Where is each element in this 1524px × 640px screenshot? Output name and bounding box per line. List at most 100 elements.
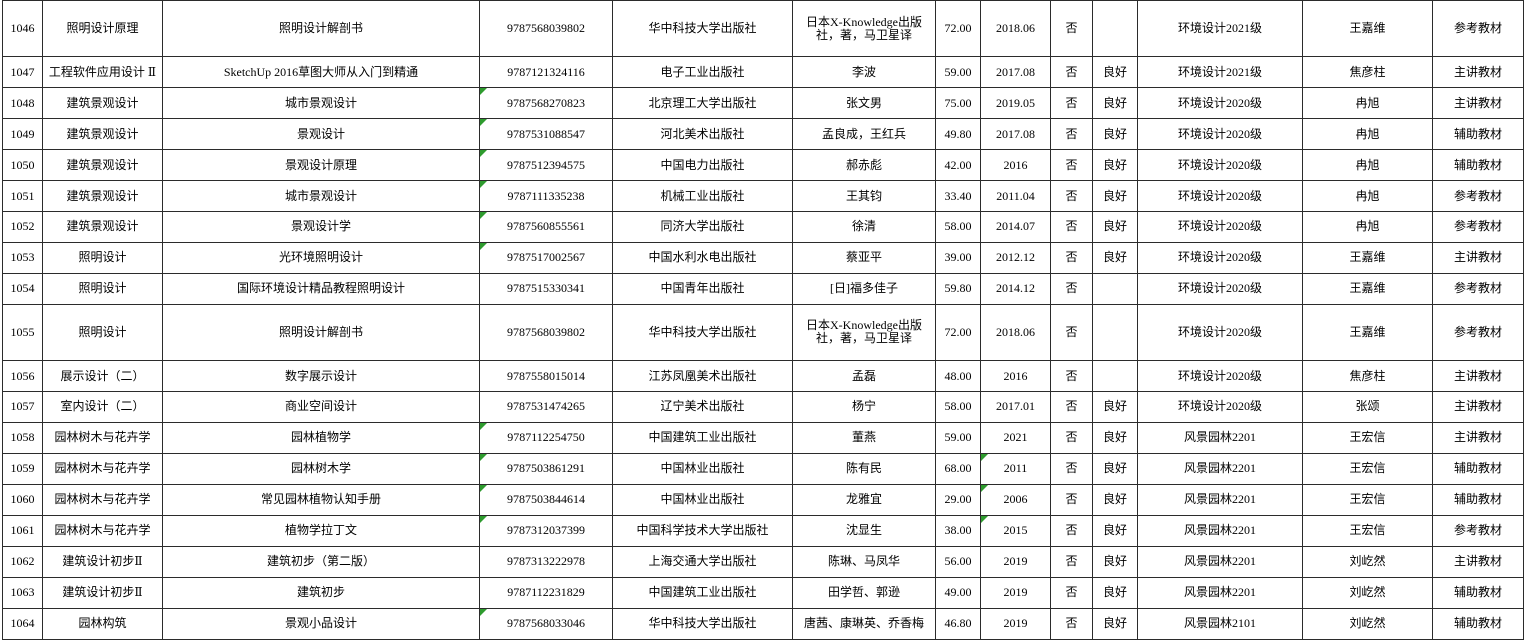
cell-id[interactable]: 1056 <box>2 360 43 392</box>
cell-condition[interactable]: 良好 <box>1092 56 1138 89</box>
cell-type[interactable]: 主讲教材 <box>1432 360 1524 392</box>
cell-type[interactable]: 辅助教材 <box>1432 576 1524 609</box>
cell-title[interactable]: 景观小品设计 <box>162 607 480 640</box>
cell-price[interactable]: 49.80 <box>935 118 981 151</box>
cell-title[interactable]: 常见园林植物认知手册 <box>162 483 480 516</box>
cell-date[interactable]: 2019 <box>980 576 1051 609</box>
cell-publisher[interactable]: 北京理工大学出版社 <box>612 87 793 120</box>
cell-date[interactable]: 2015 <box>980 514 1051 547</box>
cell-author[interactable]: 龙雅宜 <box>792 483 936 516</box>
cell-author[interactable]: 唐茜、康琳英、乔香梅 <box>792 607 936 640</box>
cell-course[interactable]: 建筑景观设计 <box>42 210 163 243</box>
cell-teacher[interactable]: 冉旭 <box>1302 118 1433 151</box>
cell-course[interactable]: 照明设计 <box>42 272 163 305</box>
cell-publisher[interactable]: 中国青年出版社 <box>612 272 793 305</box>
cell-grade[interactable]: 风景园林2201 <box>1137 514 1303 547</box>
cell-date[interactable]: 2014.07 <box>980 210 1051 243</box>
cell-publisher[interactable]: 中国电力出版社 <box>612 149 793 182</box>
cell-flag_no[interactable]: 否 <box>1050 210 1093 243</box>
cell-type[interactable]: 主讲教材 <box>1432 391 1524 423</box>
cell-publisher[interactable]: 同济大学出版社 <box>612 210 793 243</box>
cell-date[interactable]: 2012.12 <box>980 241 1051 274</box>
cell-grade[interactable]: 环境设计2020级 <box>1137 87 1303 120</box>
cell-date[interactable]: 2016 <box>980 149 1051 182</box>
cell-grade[interactable]: 环境设计2020级 <box>1137 210 1303 243</box>
cell-flag_no[interactable]: 否 <box>1050 483 1093 516</box>
cell-course[interactable]: 园林树木与花卉学 <box>42 421 163 454</box>
cell-course[interactable]: 建筑景观设计 <box>42 118 163 151</box>
cell-type[interactable]: 参考教材 <box>1432 514 1524 547</box>
cell-title[interactable]: 景观设计 <box>162 118 480 151</box>
cell-type[interactable]: 辅助教材 <box>1432 149 1524 182</box>
cell-author[interactable]: 张文男 <box>792 87 936 120</box>
cell-date[interactable]: 2017.01 <box>980 391 1051 423</box>
cell-id[interactable]: 1064 <box>2 607 43 640</box>
cell-title[interactable]: 数字展示设计 <box>162 360 480 392</box>
cell-price[interactable]: 33.40 <box>935 180 981 212</box>
cell-type[interactable]: 主讲教材 <box>1432 241 1524 274</box>
cell-course[interactable]: 室内设计（二） <box>42 391 163 423</box>
cell-teacher[interactable]: 王嘉维 <box>1302 272 1433 305</box>
cell-author[interactable]: 田学哲、郭逊 <box>792 576 936 609</box>
cell-course[interactable]: 园林构筑 <box>42 607 163 640</box>
cell-isbn[interactable]: 9787531474265 <box>479 391 613 423</box>
cell-isbn[interactable]: 9787558015014 <box>479 360 613 392</box>
cell-flag_no[interactable]: 否 <box>1050 118 1093 151</box>
cell-grade[interactable]: 环境设计2020级 <box>1137 180 1303 212</box>
cell-price[interactable]: 68.00 <box>935 452 981 485</box>
cell-id[interactable]: 1050 <box>2 149 43 182</box>
cell-price[interactable]: 29.00 <box>935 483 981 516</box>
cell-date[interactable]: 2017.08 <box>980 118 1051 151</box>
cell-isbn[interactable]: 9787560855561 <box>479 210 613 243</box>
cell-title[interactable]: 照明设计解剖书 <box>162 303 480 362</box>
cell-condition[interactable]: 良好 <box>1092 483 1138 516</box>
cell-course[interactable]: 建筑设计初步Ⅱ <box>42 576 163 609</box>
cell-course[interactable]: 工程软件应用设计 Ⅱ <box>42 56 163 89</box>
cell-isbn[interactable]: 9787121324116 <box>479 56 613 89</box>
cell-course[interactable]: 照明设计原理 <box>42 0 163 58</box>
cell-type[interactable]: 辅助教材 <box>1432 118 1524 151</box>
cell-isbn[interactable]: 9787568039802 <box>479 303 613 362</box>
cell-id[interactable]: 1055 <box>2 303 43 362</box>
cell-teacher[interactable]: 冉旭 <box>1302 149 1433 182</box>
cell-title[interactable]: 城市景观设计 <box>162 87 480 120</box>
cell-type[interactable]: 辅助教材 <box>1432 607 1524 640</box>
cell-flag_no[interactable]: 否 <box>1050 87 1093 120</box>
cell-publisher[interactable]: 中国建筑工业出版社 <box>612 421 793 454</box>
cell-type[interactable]: 辅助教材 <box>1432 483 1524 516</box>
cell-id[interactable]: 1053 <box>2 241 43 274</box>
cell-date[interactable]: 2011.04 <box>980 180 1051 212</box>
cell-condition[interactable]: 良好 <box>1092 391 1138 423</box>
cell-condition[interactable]: 良好 <box>1092 607 1138 640</box>
cell-condition[interactable]: 良好 <box>1092 118 1138 151</box>
cell-flag_no[interactable]: 否 <box>1050 180 1093 212</box>
cell-flag_no[interactable]: 否 <box>1050 421 1093 454</box>
cell-author[interactable]: [日]福多佳子 <box>792 272 936 305</box>
cell-price[interactable]: 72.00 <box>935 0 981 58</box>
cell-teacher[interactable]: 冉旭 <box>1302 210 1433 243</box>
cell-course[interactable]: 园林树木与花卉学 <box>42 483 163 516</box>
cell-isbn[interactable]: 9787517002567 <box>479 241 613 274</box>
cell-course[interactable]: 照明设计 <box>42 241 163 274</box>
cell-grade[interactable]: 环境设计2021级 <box>1137 0 1303 58</box>
cell-grade[interactable]: 环境设计2020级 <box>1137 360 1303 392</box>
cell-author[interactable]: 董燕 <box>792 421 936 454</box>
cell-author[interactable]: 孟良成，王红兵 <box>792 118 936 151</box>
cell-flag_no[interactable]: 否 <box>1050 56 1093 89</box>
cell-teacher[interactable]: 冉旭 <box>1302 87 1433 120</box>
cell-date[interactable]: 2021 <box>980 421 1051 454</box>
cell-date[interactable]: 2006 <box>980 483 1051 516</box>
cell-price[interactable]: 58.00 <box>935 210 981 243</box>
cell-title[interactable]: 建筑初步 <box>162 576 480 609</box>
cell-id[interactable]: 1062 <box>2 545 43 578</box>
cell-date[interactable]: 2019 <box>980 607 1051 640</box>
cell-title[interactable]: 商业空间设计 <box>162 391 480 423</box>
cell-course[interactable]: 照明设计 <box>42 303 163 362</box>
cell-grade[interactable]: 风景园林2101 <box>1137 607 1303 640</box>
cell-id[interactable]: 1049 <box>2 118 43 151</box>
cell-title[interactable]: SketchUp 2016草图大师从入门到精通 <box>162 56 480 89</box>
cell-course[interactable]: 建筑景观设计 <box>42 180 163 212</box>
cell-condition[interactable] <box>1092 360 1138 392</box>
cell-isbn[interactable]: 9787312037399 <box>479 514 613 547</box>
cell-publisher[interactable]: 机械工业出版社 <box>612 180 793 212</box>
